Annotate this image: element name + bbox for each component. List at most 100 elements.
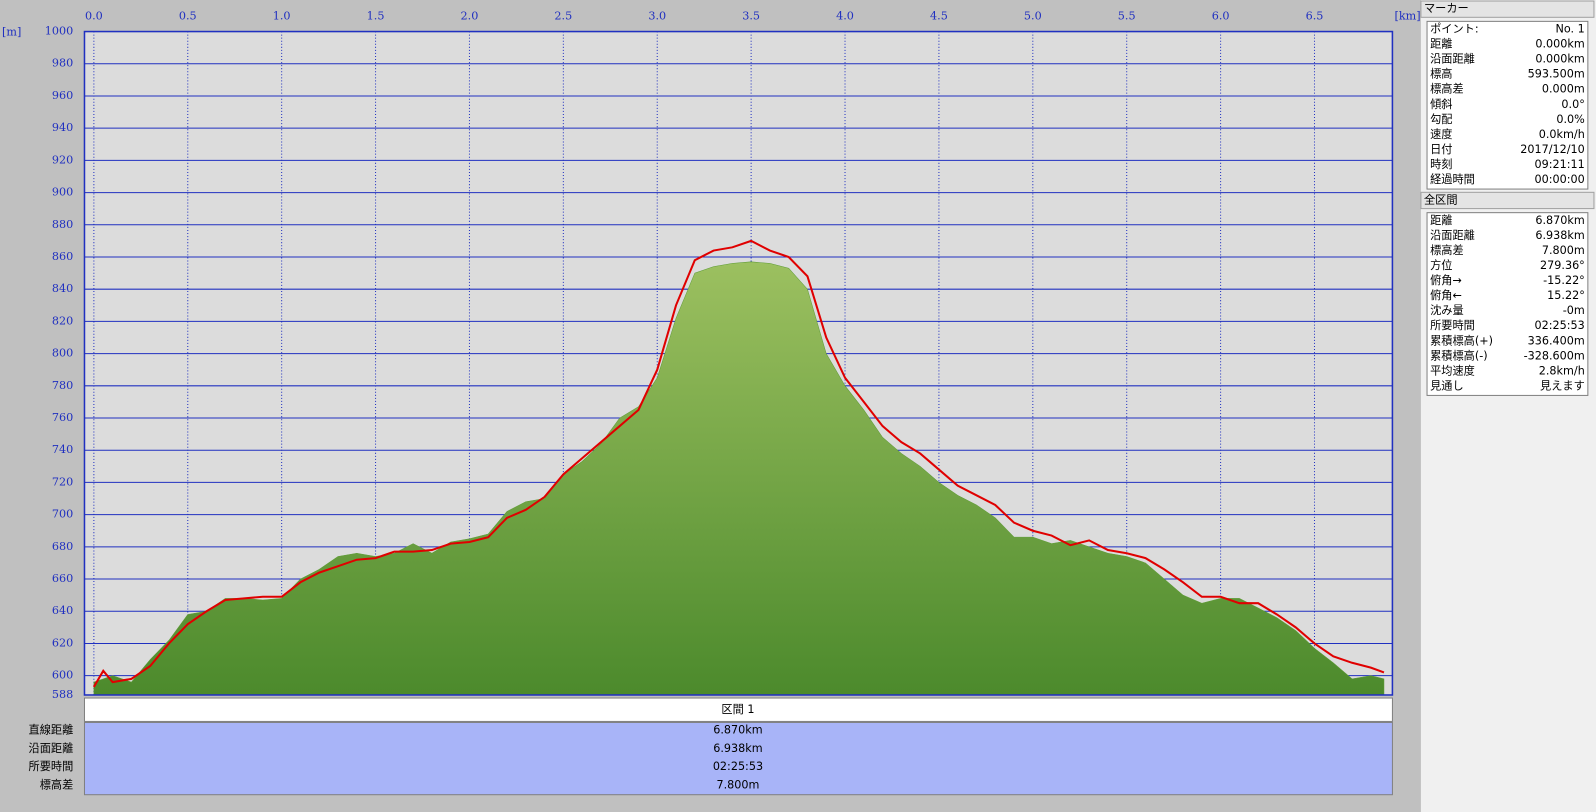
x-tick-label: 6.0	[1212, 9, 1230, 22]
panel-row-value: -15.22°	[1543, 274, 1585, 287]
panel-row-label: 俯角→	[1430, 273, 1462, 287]
panel-row-value: 336.400m	[1528, 334, 1585, 347]
panel-row-value: 00:00:00	[1535, 173, 1585, 186]
x-tick-label: 2.0	[461, 9, 479, 22]
panel-row-label: 時刻	[1430, 157, 1452, 171]
panel-row-label: 累積標高(+)	[1430, 333, 1493, 347]
panel-table	[1426, 212, 1589, 396]
panel-row-value: 15.22°	[1547, 289, 1585, 302]
y-tick-label: 860	[52, 250, 73, 263]
panel-row-value: -328.600m	[1524, 349, 1585, 362]
marks	[92, 239, 1385, 696]
y-tick-label: 1000	[45, 25, 73, 38]
total-header	[1420, 191, 1595, 210]
panel-row-label: 見通し	[1430, 379, 1464, 392]
panel-row-label: 標高差	[1430, 82, 1464, 96]
panel-row-value: 0.000km	[1535, 38, 1584, 51]
section-row-value: 7.800m	[716, 779, 759, 792]
y-tick-label: 600	[52, 669, 73, 682]
y-tick-label: 960	[52, 89, 73, 102]
panel-row-value: 0.0°	[1561, 98, 1584, 111]
panel-row-label: 標高差	[1430, 243, 1464, 257]
y-tick-label: 900	[52, 186, 73, 199]
section-header-cell	[83, 697, 1393, 722]
section-row-label: 標高差	[40, 778, 74, 792]
panel-row-value: 09:21:11	[1535, 158, 1585, 171]
section-row-value: 6.938km	[713, 742, 762, 755]
total-title: 全区間	[1424, 192, 1458, 206]
y-tick-label: 760	[52, 411, 73, 424]
panel-row-value: 見えます	[1540, 379, 1585, 392]
x-tick-label: 0.5	[179, 9, 197, 22]
panel-row-label: 俯角←	[1430, 288, 1462, 302]
track-line	[92, 239, 1385, 688]
panel-row-value: 0.000m	[1542, 83, 1585, 96]
panel-row-label: 累積標高(-)	[1430, 348, 1488, 362]
panel-row-value: -0m	[1563, 304, 1585, 317]
y-tick-label: 940	[52, 121, 73, 134]
panel-row-label: 日付	[1430, 143, 1452, 156]
x-tick-label: 3.5	[742, 9, 760, 22]
panel-row-label: 勾配	[1430, 113, 1452, 126]
panel-row-label: 距離	[1430, 37, 1452, 51]
y-tick-label: 700	[52, 508, 73, 521]
panel-row-value: 02:25:53	[1535, 319, 1585, 332]
panel-row-label: 経過時間	[1430, 173, 1475, 186]
y-tick-label: 660	[52, 572, 73, 585]
y-tick-label: 820	[52, 314, 73, 327]
y-tick-label: 640	[52, 604, 73, 617]
info-panel: マーカー 全区間 ポイント: No. 1 距離 0.000km 沿面距離 0.000km 標…	[1420, 0, 1596, 812]
marker-header	[1420, 0, 1595, 18]
section-row-label: 沿面距離	[29, 741, 74, 755]
panel-row-label: 傾斜	[1430, 97, 1452, 111]
y-tick-label: 780	[52, 379, 73, 392]
panel-row-value: 279.36°	[1540, 259, 1585, 272]
panel-row-value: No. 1	[1556, 23, 1585, 36]
y-axis-unit: [m]	[2, 26, 21, 39]
x-tick-label: 1.0	[273, 9, 291, 22]
panel-row-value: 2017/12/10	[1520, 143, 1584, 156]
x-tick-label: 2.5	[554, 9, 572, 22]
panel-row-label: 標高	[1430, 67, 1452, 81]
panel-row-label: 所要時間	[1430, 319, 1475, 332]
y-tick-label: 800	[52, 347, 73, 360]
panel-row-value: 0.000km	[1535, 53, 1584, 66]
panel-row-value: 6.938km	[1535, 229, 1584, 242]
x-tick-label: 3.0	[648, 9, 666, 22]
section-row-value: 6.870km	[713, 724, 762, 737]
plot-border	[83, 30, 1394, 696]
x-tick-label: 4.5	[930, 9, 948, 22]
x-axis-unit: [km]	[1394, 9, 1420, 22]
section-body	[83, 721, 1393, 796]
x-tick-label: 5.0	[1024, 9, 1042, 22]
x-tick-label: 1.5	[367, 9, 385, 22]
y-tick-label: 740	[52, 443, 73, 456]
section-row-label: 直線距離	[29, 723, 74, 737]
section-header: 区間 1	[721, 703, 754, 716]
panel-row-value: 2.8km/h	[1539, 364, 1585, 377]
panel-row-label: 距離	[1430, 213, 1452, 227]
section-row-value: 02:25:53	[713, 760, 763, 773]
panel-row-value: 0.0%	[1556, 113, 1585, 126]
panel-row-label: 平均速度	[1430, 363, 1475, 377]
y-tick-label: 588	[52, 688, 73, 701]
y-tick-label: 720	[52, 475, 73, 488]
panel-row-value: 593.500m	[1528, 68, 1585, 81]
panel-row-label: 沿面距離	[1430, 228, 1475, 242]
y-tick-label: 680	[52, 540, 73, 553]
panel-row-label: 方位	[1430, 258, 1452, 272]
y-tick-label: 880	[52, 218, 73, 231]
marker-title: マーカー	[1424, 2, 1469, 15]
panel-row-label: 沈み量	[1430, 303, 1464, 317]
y-tick-label: 980	[52, 57, 73, 70]
x-tick-label: 0.0	[85, 9, 103, 22]
panel-row-label: 沿面距離	[1430, 52, 1475, 66]
x-tick-label: 5.5	[1118, 9, 1136, 22]
x-tick-label: 6.5	[1306, 9, 1324, 22]
y-tick-label: 920	[52, 153, 73, 166]
panel-table	[1426, 20, 1589, 190]
panel-row-value: 0.0km/h	[1539, 128, 1585, 141]
panel-row-value: 6.870km	[1535, 214, 1584, 227]
x-tick-label: 4.0	[836, 9, 854, 22]
